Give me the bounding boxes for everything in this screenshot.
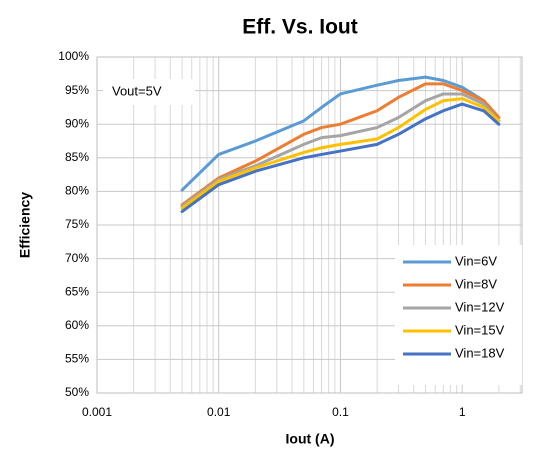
x-tick-label: 1 [459,405,466,419]
x-tick-label: 0.01 [207,405,231,419]
legend-label: Vin=18V [455,345,505,360]
y-tick-label: 75% [65,217,89,231]
y-axis-label: Efficiency [17,192,33,258]
y-tick-label: 55% [65,352,89,366]
legend-label: Vin=15V [455,322,505,337]
y-tick-label: 90% [65,116,89,130]
plot-border [96,56,523,394]
annotation: Vout=5V [112,83,162,98]
legend-label: Vin=8V [455,276,497,291]
series-line [180,102,501,214]
y-tick-label: 80% [65,184,89,198]
series-line [180,82,501,207]
x-tick-label: 0.001 [82,405,112,419]
x-tick-label: 0.1 [332,405,349,419]
series-line [180,92,501,208]
y-tick-label: 85% [65,150,89,164]
legend-box [395,245,522,385]
y-tick-label: 50% [65,385,89,399]
series-line [180,75,501,192]
y-tick-label: 60% [65,318,89,332]
y-tick-label: 70% [65,251,89,265]
legend-label: Vin=6V [455,253,497,268]
annotation-box [103,79,195,105]
legend-label: Vin=12V [455,299,505,314]
x-axis-label: Iout (A) [286,431,335,447]
series-line [180,97,501,210]
chart-title: Eff. Vs. Iout [242,16,358,39]
y-tick-label: 100% [58,49,89,63]
y-tick-label: 95% [65,83,89,97]
y-tick-label: 65% [65,284,89,298]
